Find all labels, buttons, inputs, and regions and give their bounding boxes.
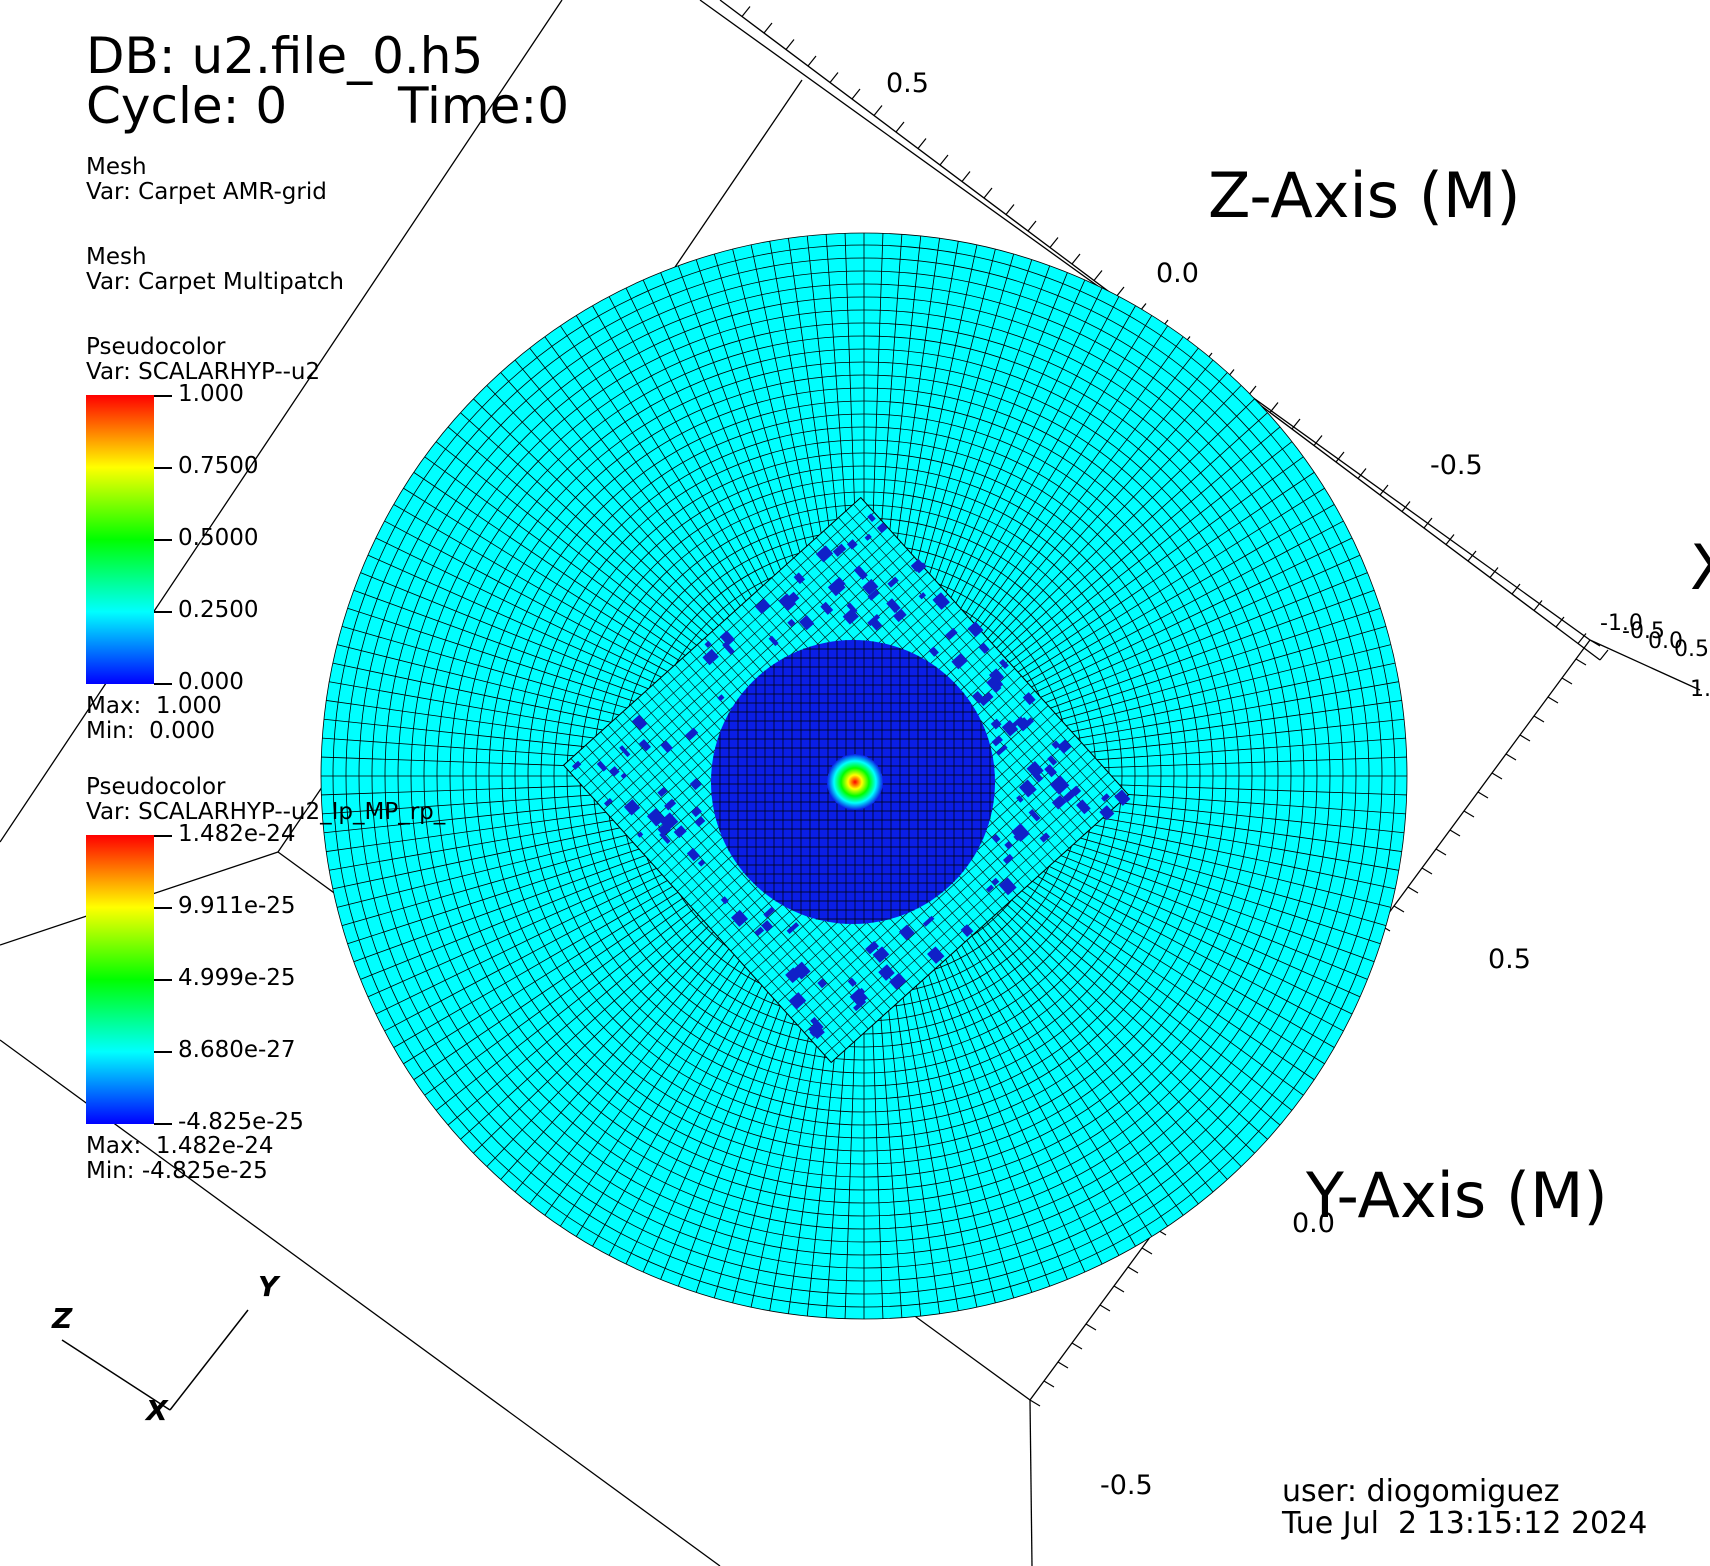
- orientation-triad: [61, 1309, 249, 1411]
- pc1-tick-mark: [154, 611, 172, 613]
- footer-date: Tue Jul 2 13:15:12 2024: [1282, 1506, 1648, 1541]
- pc2-tick-label: 1.482e-24: [178, 821, 296, 847]
- legend-mesh1-var: Var: Carpet AMR-grid: [86, 179, 327, 205]
- y-tick-label: 0.5: [1488, 944, 1531, 975]
- pc2-tick-mark: [154, 979, 172, 981]
- triad-y-label: Y: [258, 1270, 279, 1303]
- z-axis-title: Z-Axis (M): [1208, 159, 1521, 232]
- cycle-label: Cycle: 0: [86, 77, 288, 135]
- legend-pc1-max: Max: 1.000: [86, 693, 222, 719]
- pc1-tick-label: 0.7500: [178, 453, 259, 479]
- pc1-tick-label: 0.5000: [178, 525, 259, 551]
- pc1-tick-label: 0.000: [178, 669, 244, 695]
- pc1-tick-mark: [154, 395, 172, 397]
- z-tick-label: 0.5: [886, 68, 929, 99]
- legend-pc1-title: Pseudocolor: [86, 334, 226, 360]
- z-tick-label: -0.5: [1430, 450, 1483, 481]
- x-tick-label: 1.: [1690, 677, 1710, 702]
- colorbar-pc1: [86, 395, 154, 684]
- x-tick-label: 0.0: [1648, 629, 1683, 654]
- pc2-tick-mark: [154, 1051, 172, 1053]
- x-axis-title: X: [1690, 536, 1710, 600]
- y-tick-label: 0.0: [1292, 1208, 1335, 1239]
- pc2-tick-label: 8.680e-27: [178, 1037, 296, 1063]
- pc1-tick-mark: [154, 539, 172, 541]
- x-tick-label: -0.5: [1622, 619, 1665, 644]
- pc2-tick-label: -4.825e-25: [178, 1109, 304, 1135]
- legend-mesh2-title: Mesh: [86, 244, 147, 270]
- triad-x-label: X: [146, 1394, 168, 1427]
- pc1-tick-mark: [154, 467, 172, 469]
- pc2-tick-mark: [154, 1123, 172, 1125]
- db-title: DB: u2.file_0.h5: [86, 27, 484, 85]
- footer-user: user: diogomiguez: [1282, 1474, 1560, 1509]
- legend-pc1-min: Min: 0.000: [86, 718, 216, 744]
- central-peak: [827, 754, 883, 810]
- time-label: Time:0: [398, 77, 570, 135]
- pc2-tick-label: 4.999e-25: [178, 965, 296, 991]
- pc2-tick-mark: [154, 907, 172, 909]
- pc1-tick-label: 0.2500: [178, 597, 259, 623]
- z-tick-label: 0.0: [1156, 258, 1199, 289]
- legend-mesh2-var: Var: Carpet Multipatch: [86, 269, 344, 295]
- legend-pc2-title: Pseudocolor: [86, 774, 226, 800]
- pc2-tick-label: 9.911e-25: [178, 893, 296, 919]
- triad-z-label: Z: [52, 1302, 73, 1335]
- pc1-tick-mark: [154, 683, 172, 685]
- legend-pc1-var: Var: SCALARHYP--u2: [86, 359, 321, 385]
- pc1-tick-label: 1.000: [178, 381, 244, 407]
- x-tick-label: -1.0: [1600, 611, 1643, 636]
- y-axis-title: Y-Axis (M): [1306, 1159, 1608, 1232]
- legend-pc2-var: Var: SCALARHYP--u2_Ip_MP_rp_: [86, 799, 446, 825]
- legend-pc2-max: Max: 1.482e-24: [86, 1133, 274, 1159]
- pc2-tick-mark: [154, 835, 172, 837]
- colorbar-pc2: [86, 835, 154, 1124]
- legend-pc2-min: Min: -4.825e-25: [86, 1158, 268, 1184]
- x-tick-label: 0.5: [1674, 637, 1709, 662]
- legend-mesh1-title: Mesh: [86, 154, 147, 180]
- y-tick-label: -0.5: [1100, 1470, 1153, 1501]
